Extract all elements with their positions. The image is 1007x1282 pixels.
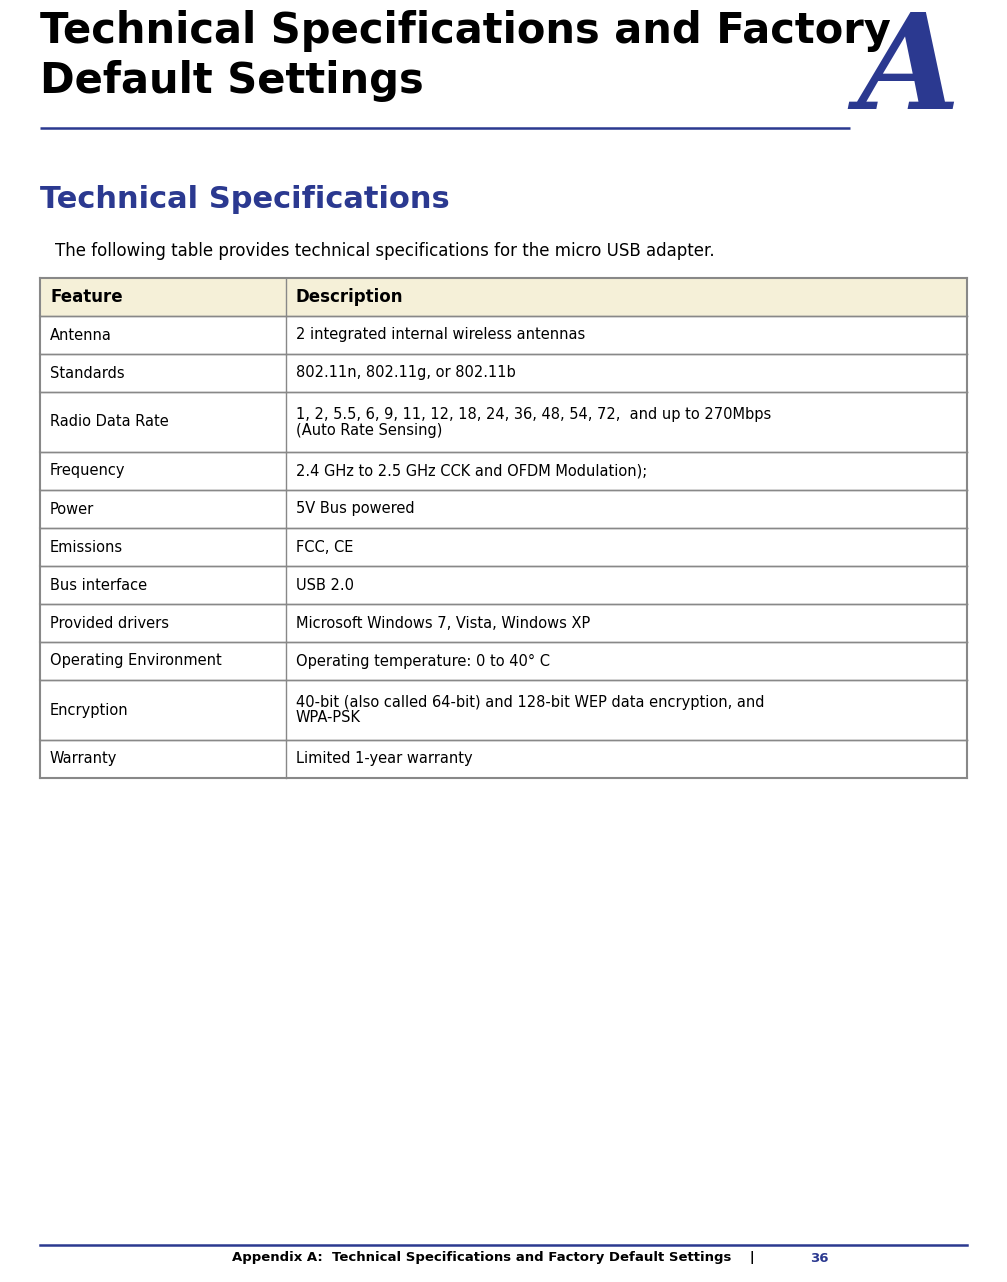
Text: WPA-PSK: WPA-PSK <box>296 710 361 726</box>
Bar <box>40 453 967 490</box>
Bar <box>40 392 967 453</box>
Text: 1, 2, 5.5, 6, 9, 11, 12, 18, 24, 36, 48, 54, 72,  and up to 270Mbps: 1, 2, 5.5, 6, 9, 11, 12, 18, 24, 36, 48,… <box>296 406 771 422</box>
Text: Radio Data Rate: Radio Data Rate <box>50 414 169 429</box>
Bar <box>40 604 967 642</box>
Bar <box>40 354 967 392</box>
Text: 40-bit (also called 64-bit) and 128-bit WEP data encryption, and: 40-bit (also called 64-bit) and 128-bit … <box>296 695 764 709</box>
Bar <box>40 278 967 315</box>
Bar <box>40 490 967 528</box>
Text: 5V Bus powered: 5V Bus powered <box>296 501 414 517</box>
Text: 802.11n, 802.11g, or 802.11b: 802.11n, 802.11g, or 802.11b <box>296 365 516 381</box>
Bar <box>40 740 967 778</box>
Text: Technical Specifications and Factory: Technical Specifications and Factory <box>40 10 891 53</box>
Bar <box>40 642 967 679</box>
Text: Microsoft Windows 7, Vista, Windows XP: Microsoft Windows 7, Vista, Windows XP <box>296 615 590 631</box>
Bar <box>40 679 967 740</box>
Text: Bus interface: Bus interface <box>50 577 147 592</box>
Text: Limited 1-year warranty: Limited 1-year warranty <box>296 751 472 767</box>
Text: (Auto Rate Sensing): (Auto Rate Sensing) <box>296 423 442 437</box>
Text: Default Settings: Default Settings <box>40 60 424 103</box>
Text: Feature: Feature <box>50 288 123 306</box>
Text: Power: Power <box>50 501 95 517</box>
Text: A: A <box>858 8 960 137</box>
Text: USB 2.0: USB 2.0 <box>296 577 353 592</box>
Text: 2 integrated internal wireless antennas: 2 integrated internal wireless antennas <box>296 327 585 342</box>
Text: Standards: Standards <box>50 365 125 381</box>
Text: The following table provides technical specifications for the micro USB adapter.: The following table provides technical s… <box>55 242 715 260</box>
Text: Encryption: Encryption <box>50 703 129 718</box>
Text: Frequency: Frequency <box>50 464 126 478</box>
Text: Provided drivers: Provided drivers <box>50 615 169 631</box>
Text: Operating temperature: 0 to 40° C: Operating temperature: 0 to 40° C <box>296 654 550 668</box>
Text: Warranty: Warranty <box>50 751 118 767</box>
Text: Description: Description <box>296 288 403 306</box>
Text: Emissions: Emissions <box>50 540 123 555</box>
Text: 2.4 GHz to 2.5 GHz CCK and OFDM Modulation);: 2.4 GHz to 2.5 GHz CCK and OFDM Modulati… <box>296 464 646 478</box>
Text: FCC, CE: FCC, CE <box>296 540 353 555</box>
Text: 36: 36 <box>810 1251 829 1264</box>
Text: Antenna: Antenna <box>50 327 112 342</box>
Bar <box>40 315 967 354</box>
Bar <box>40 528 967 565</box>
Text: Appendix A:  Technical Specifications and Factory Default Settings    |: Appendix A: Technical Specifications and… <box>233 1251 773 1264</box>
Bar <box>40 565 967 604</box>
Text: Operating Environment: Operating Environment <box>50 654 222 668</box>
Text: Technical Specifications: Technical Specifications <box>40 185 450 214</box>
